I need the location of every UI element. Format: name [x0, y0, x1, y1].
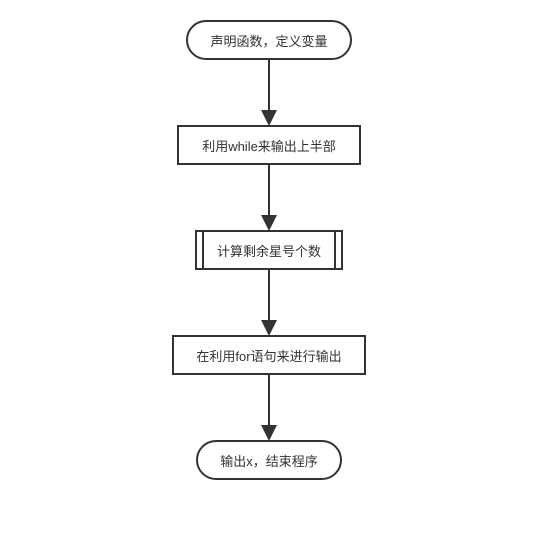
flowchart-node-start: 声明函数，定义变量 — [186, 20, 352, 60]
node-label: 利用while来输出上半部 — [202, 136, 336, 155]
node-label: 在利用for语句来进行输出 — [196, 346, 341, 365]
flowchart-node-for: 在利用for语句来进行输出 — [172, 335, 366, 375]
flowchart-node-end: 输出x，结束程序 — [196, 440, 342, 480]
node-label: 计算剩余星号个数 — [217, 241, 321, 260]
flowchart-node-while: 利用while来输出上半部 — [177, 125, 361, 165]
node-label: 声明函数，定义变量 — [210, 31, 327, 50]
node-label: 输出x，结束程序 — [220, 451, 318, 470]
flowchart-node-calc: 计算剩余星号个数 — [195, 230, 343, 270]
